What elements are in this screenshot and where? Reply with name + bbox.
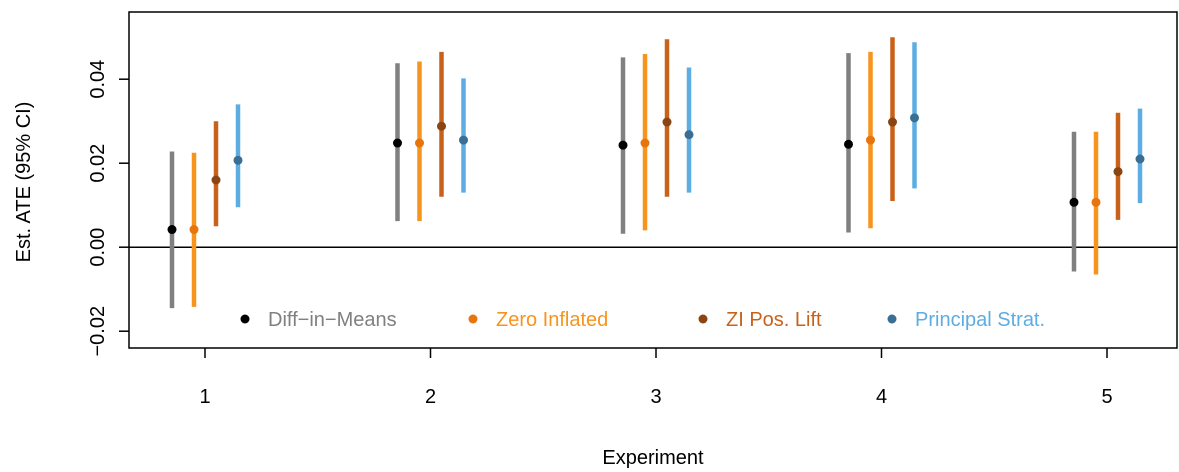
point-estimate <box>459 135 468 145</box>
point-estimate <box>1091 197 1101 207</box>
x-axis: 1 2 3 4 5 <box>199 348 1113 408</box>
legend-marker <box>698 314 708 324</box>
legend-marker <box>468 314 478 324</box>
x-tick-label: 2 <box>425 386 436 408</box>
legend: Diff−in−Means Zero Inflated ZI Pos. Lift Pr… <box>240 309 1045 331</box>
y-axis-title: Est. ATE (95% CI) <box>13 102 35 263</box>
point-estimate <box>415 138 424 148</box>
point-estimate <box>866 135 875 145</box>
plot-frame <box>128 11 1178 349</box>
y-tick-label: 0.00 <box>87 228 109 267</box>
legend-label: ZI Pos. Lift <box>726 309 822 331</box>
x-tick-label: 3 <box>650 386 661 408</box>
point-estimate <box>167 225 177 235</box>
point-estimate <box>844 139 853 149</box>
point-estimate <box>640 138 650 148</box>
legend-marker <box>240 314 250 324</box>
x-tick-label: 4 <box>876 386 887 408</box>
point-estimate <box>888 117 897 127</box>
point-estimate <box>233 155 243 165</box>
legend-marker <box>887 314 897 324</box>
chart-marks <box>167 37 1145 309</box>
point-estimate <box>437 121 446 131</box>
point-estimate <box>684 130 694 140</box>
x-axis-title: Experiment <box>602 447 704 469</box>
point-estimate <box>618 140 628 150</box>
point-estimate <box>1113 167 1123 177</box>
point-estimate <box>393 138 402 148</box>
point-estimate <box>1069 197 1079 207</box>
x-tick-label: 5 <box>1101 386 1112 408</box>
legend-label: Diff−in−Means <box>268 309 397 331</box>
point-estimate <box>910 113 919 123</box>
point-estimate <box>1135 154 1145 164</box>
point-estimate <box>189 225 199 235</box>
y-tick-label: 0.04 <box>87 60 109 99</box>
y-tick-label: −0.02 <box>87 306 109 357</box>
legend-label: Principal Strat. <box>915 309 1045 331</box>
y-tick-label: 0.02 <box>87 144 109 183</box>
y-axis: −0.02 0.00 0.02 0.04 <box>87 60 129 357</box>
point-estimate <box>662 117 672 127</box>
point-estimate <box>211 175 221 185</box>
legend-label: Zero Inflated <box>496 309 608 331</box>
x-tick-label: 1 <box>199 386 210 408</box>
